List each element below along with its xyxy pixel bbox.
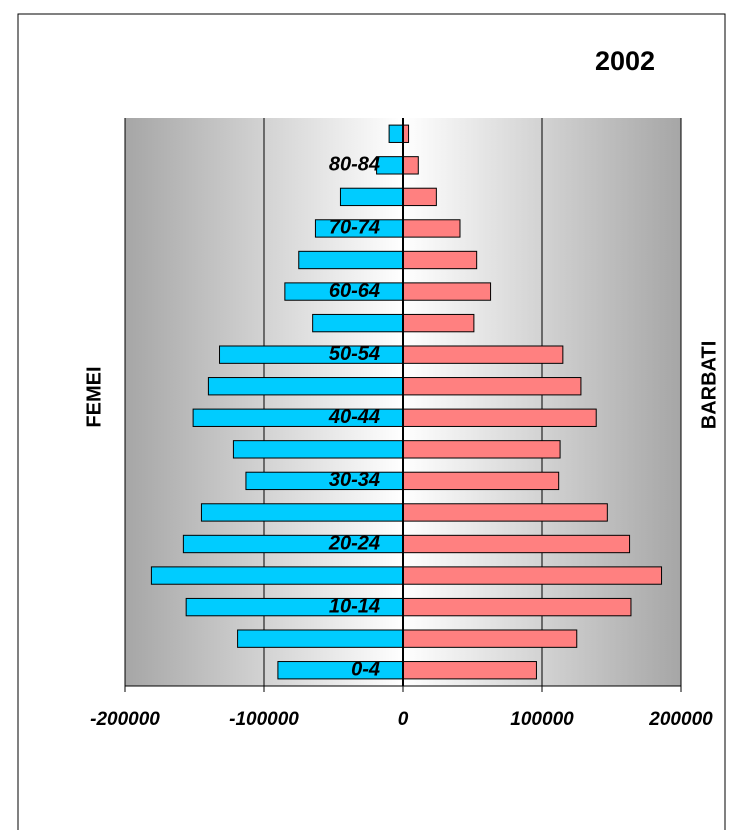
x-tick-label: -100000 [229, 709, 299, 730]
category-label: 10-14 [329, 595, 380, 617]
bar [402, 408, 597, 427]
bar [402, 440, 561, 459]
bar [402, 313, 475, 333]
x-tick-label: 0 [398, 709, 409, 730]
bar [402, 250, 478, 270]
x-tick-label: 200000 [648, 709, 713, 730]
bar [150, 566, 404, 585]
category-label: 30-34 [329, 469, 380, 491]
category-label: 40-44 [328, 406, 380, 428]
bar [402, 471, 560, 491]
bar [232, 440, 404, 459]
bar [402, 503, 608, 522]
bar [402, 534, 631, 554]
bar [376, 156, 404, 175]
left-label: FEMEI [83, 366, 105, 427]
category-label: 80-84 [329, 154, 380, 176]
category-label: 0-4 [351, 659, 380, 681]
bar [277, 661, 404, 680]
category-label: 50-54 [329, 343, 380, 365]
category-label: 70-74 [329, 217, 380, 239]
bar [402, 597, 632, 617]
bar [402, 661, 537, 680]
right-label: BARBATI [698, 341, 720, 430]
bar [237, 629, 404, 648]
x-tick-label: -200000 [90, 709, 160, 730]
bar [298, 250, 404, 270]
bar [402, 377, 582, 396]
bar [402, 282, 492, 301]
x-tick-label: 100000 [510, 709, 574, 730]
bar [207, 377, 404, 396]
bar [402, 629, 578, 648]
bar [339, 187, 404, 207]
bar [402, 345, 564, 364]
bar [402, 219, 461, 238]
category-label: 20-24 [328, 532, 380, 554]
bar [200, 503, 404, 522]
bar [402, 156, 419, 175]
category-label: 60-64 [329, 280, 380, 302]
bar [402, 187, 437, 207]
bar [312, 313, 404, 333]
bar [388, 124, 404, 143]
bar [402, 566, 663, 585]
chart-title: 2002 [595, 46, 655, 76]
